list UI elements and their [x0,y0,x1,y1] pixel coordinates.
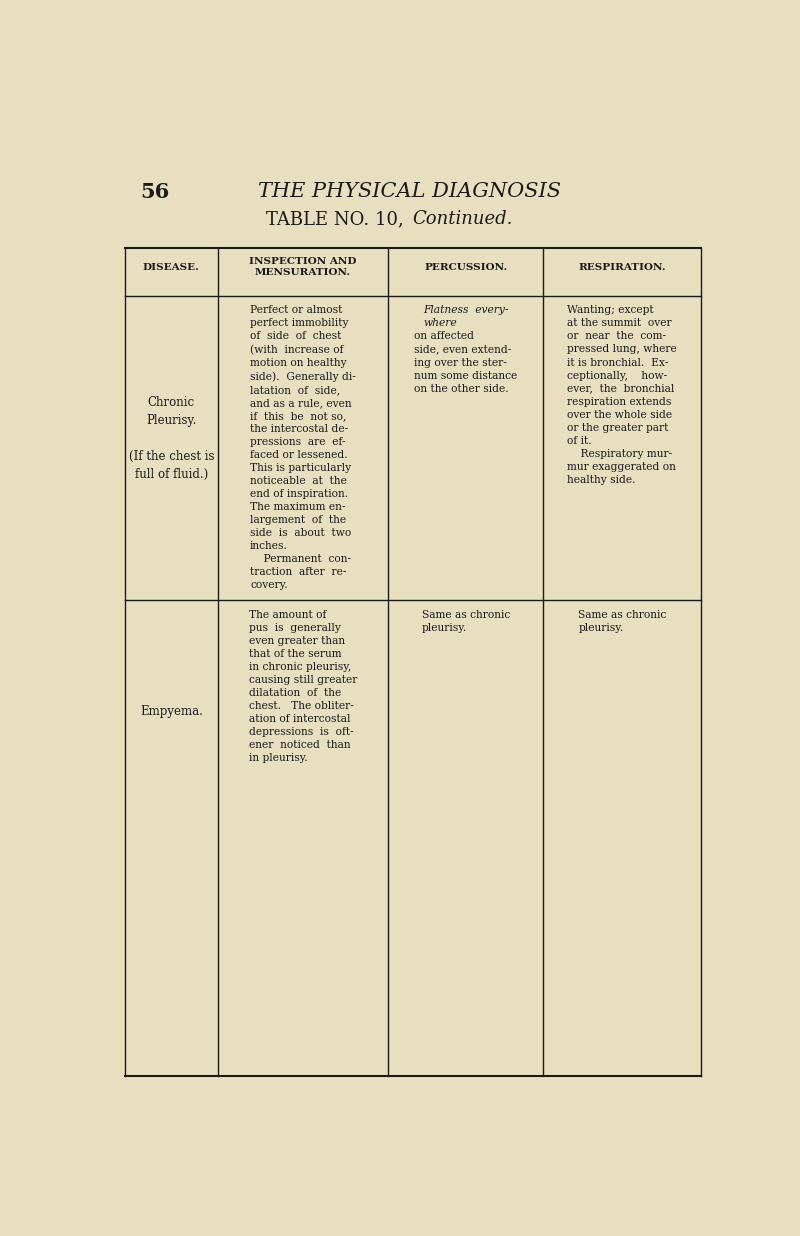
Text: Same as chronic
pleurisy.: Same as chronic pleurisy. [578,609,666,633]
Text: Empyema.: Empyema. [140,705,202,718]
Text: THE PHYSICAL DIAGNOSIS: THE PHYSICAL DIAGNOSIS [258,182,562,200]
Text: PERCUSSION.: PERCUSSION. [424,263,507,272]
Text: Wanting; except
at the summit  over
or  near  the  com-
pressed lung, where
it i: Wanting; except at the summit over or ne… [567,305,678,485]
Text: Flatness  every-
where: Flatness every- where [423,305,509,329]
Text: DISEASE.: DISEASE. [143,263,200,272]
Text: Chronic
Pleurisy.

(If the chest is
full of fluid.): Chronic Pleurisy. (If the chest is full … [129,396,214,481]
Text: on affected
side, even extend-
ing over the ster-
num some distance
on the other: on affected side, even extend- ing over … [414,305,518,393]
Text: Same as chronic
pleurisy.: Same as chronic pleurisy. [422,609,510,633]
Text: TABLE NO. 10,: TABLE NO. 10, [266,210,410,229]
Text: The amount of
pus  is  generally
even greater than
that of the serum
in chronic : The amount of pus is generally even grea… [249,609,358,764]
Text: Perfect or almost
perfect immobility
of  side  of  chest
(with  increase of
moti: Perfect or almost perfect immobility of … [250,305,356,591]
Text: Continued.: Continued. [412,210,512,229]
Text: RESPIRATION.: RESPIRATION. [578,263,666,272]
Text: INSPECTION AND
MENSURATION.: INSPECTION AND MENSURATION. [250,257,357,277]
Text: 56: 56 [140,182,170,201]
